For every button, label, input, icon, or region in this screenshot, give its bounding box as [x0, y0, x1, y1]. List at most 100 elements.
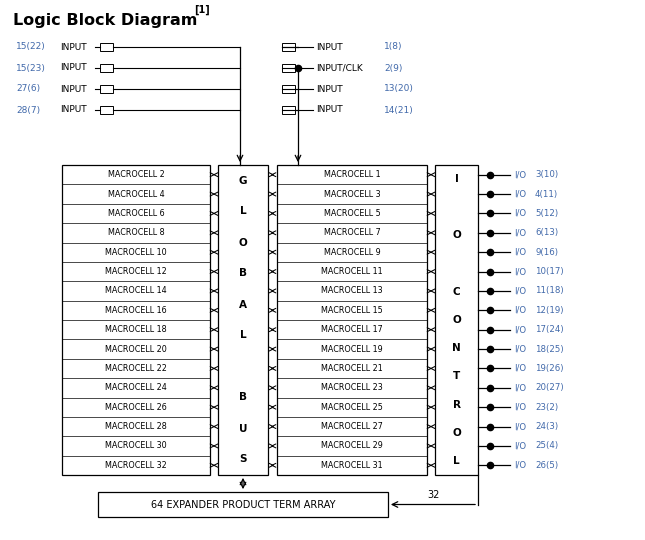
- Text: MACROCELL 14: MACROCELL 14: [105, 286, 167, 295]
- Text: O: O: [452, 315, 461, 325]
- Text: U: U: [239, 423, 247, 434]
- Text: 15(22): 15(22): [16, 43, 46, 51]
- Text: I/O: I/O: [514, 267, 526, 276]
- Text: INPUT: INPUT: [60, 43, 86, 51]
- Text: I/O: I/O: [514, 345, 526, 354]
- Text: I/O: I/O: [514, 441, 526, 450]
- Bar: [100, 64, 113, 72]
- Text: MACROCELL 11: MACROCELL 11: [321, 267, 383, 276]
- Bar: [100, 106, 113, 114]
- Text: 32: 32: [427, 489, 439, 500]
- Text: INPUT/CLK: INPUT/CLK: [316, 64, 362, 72]
- Bar: [277, 165, 427, 475]
- Text: I/O: I/O: [514, 306, 526, 315]
- Text: 9(16): 9(16): [535, 248, 558, 256]
- Text: MACROCELL 10: MACROCELL 10: [105, 248, 167, 256]
- Text: INPUT: INPUT: [316, 84, 342, 93]
- Text: MACROCELL 5: MACROCELL 5: [324, 209, 381, 218]
- Bar: [62, 165, 210, 475]
- Text: I/O: I/O: [514, 248, 526, 256]
- Text: I/O: I/O: [514, 422, 526, 431]
- Text: O: O: [452, 231, 461, 240]
- Bar: [282, 43, 295, 51]
- Text: 1(8): 1(8): [384, 43, 402, 51]
- Text: C: C: [453, 287, 461, 297]
- Text: 4(11): 4(11): [535, 190, 558, 199]
- Bar: [100, 43, 113, 51]
- Text: 5(12): 5(12): [535, 209, 558, 218]
- Text: MACROCELL 17: MACROCELL 17: [321, 325, 383, 334]
- Text: MACROCELL 32: MACROCELL 32: [105, 461, 167, 470]
- Text: INPUT: INPUT: [316, 105, 342, 114]
- Text: MACROCELL 25: MACROCELL 25: [321, 403, 383, 411]
- Text: I/O: I/O: [514, 209, 526, 218]
- Text: I/O: I/O: [514, 286, 526, 295]
- Text: MACROCELL 13: MACROCELL 13: [321, 286, 383, 295]
- Text: MACROCELL 9: MACROCELL 9: [324, 248, 381, 256]
- Text: L: L: [240, 206, 246, 217]
- Text: [1]: [1]: [194, 5, 210, 15]
- Text: 26(5): 26(5): [535, 461, 558, 470]
- Text: MACROCELL 30: MACROCELL 30: [105, 441, 167, 450]
- Text: MACROCELL 2: MACROCELL 2: [108, 170, 164, 179]
- Text: S: S: [239, 455, 247, 464]
- Text: I: I: [455, 174, 459, 184]
- Text: L: L: [240, 330, 246, 341]
- Text: MACROCELL 24: MACROCELL 24: [105, 383, 167, 393]
- Bar: [218, 165, 268, 475]
- Text: MACROCELL 28: MACROCELL 28: [105, 422, 167, 431]
- Text: 14(21): 14(21): [384, 105, 413, 114]
- Text: 18(25): 18(25): [535, 345, 564, 354]
- Text: T: T: [453, 372, 460, 381]
- Text: I/O: I/O: [514, 325, 526, 334]
- Text: 19(26): 19(26): [535, 364, 564, 373]
- Text: MACROCELL 12: MACROCELL 12: [105, 267, 167, 276]
- Text: I/O: I/O: [514, 403, 526, 411]
- Text: MACROCELL 7: MACROCELL 7: [324, 228, 381, 237]
- Text: MACROCELL 29: MACROCELL 29: [321, 441, 383, 450]
- Text: I/O: I/O: [514, 170, 526, 179]
- Text: MACROCELL 22: MACROCELL 22: [105, 364, 167, 373]
- Text: MACROCELL 15: MACROCELL 15: [321, 306, 383, 315]
- Text: INPUT: INPUT: [60, 84, 86, 93]
- Text: L: L: [453, 456, 460, 466]
- Text: MACROCELL 27: MACROCELL 27: [321, 422, 383, 431]
- Text: I/O: I/O: [514, 461, 526, 470]
- Text: 12(19): 12(19): [535, 306, 564, 315]
- Text: 15(23): 15(23): [16, 64, 46, 72]
- Text: R: R: [453, 400, 461, 409]
- Text: MACROCELL 6: MACROCELL 6: [108, 209, 164, 218]
- Text: 11(18): 11(18): [535, 286, 564, 295]
- Text: 20(27): 20(27): [535, 383, 564, 393]
- Text: O: O: [452, 428, 461, 438]
- Text: B: B: [239, 393, 247, 402]
- Text: I/O: I/O: [514, 364, 526, 373]
- Text: MACROCELL 1: MACROCELL 1: [324, 170, 381, 179]
- Text: Logic Block Diagram: Logic Block Diagram: [13, 13, 197, 28]
- Text: MACROCELL 3: MACROCELL 3: [324, 190, 381, 199]
- Text: 28(7): 28(7): [16, 105, 40, 114]
- Bar: [98, 492, 388, 517]
- Text: INPUT: INPUT: [60, 64, 86, 72]
- Text: 3(10): 3(10): [535, 170, 558, 179]
- Text: G: G: [239, 176, 247, 186]
- Text: 25(4): 25(4): [535, 441, 558, 450]
- Text: 17(24): 17(24): [535, 325, 564, 334]
- Bar: [100, 85, 113, 93]
- Text: 2(9): 2(9): [384, 64, 402, 72]
- Text: I/O: I/O: [514, 228, 526, 237]
- Text: I/O: I/O: [514, 190, 526, 199]
- Text: A: A: [239, 300, 247, 309]
- Text: MACROCELL 4: MACROCELL 4: [108, 190, 164, 199]
- Text: I/O: I/O: [514, 383, 526, 393]
- Text: MACROCELL 16: MACROCELL 16: [105, 306, 167, 315]
- Text: B: B: [239, 268, 247, 279]
- Text: 23(2): 23(2): [535, 403, 558, 411]
- Text: 24(3): 24(3): [535, 422, 558, 431]
- Text: MACROCELL 26: MACROCELL 26: [105, 403, 167, 411]
- Text: MACROCELL 8: MACROCELL 8: [108, 228, 164, 237]
- Bar: [282, 85, 295, 93]
- Text: MACROCELL 21: MACROCELL 21: [321, 364, 383, 373]
- Bar: [435, 165, 478, 475]
- Text: O: O: [239, 238, 248, 247]
